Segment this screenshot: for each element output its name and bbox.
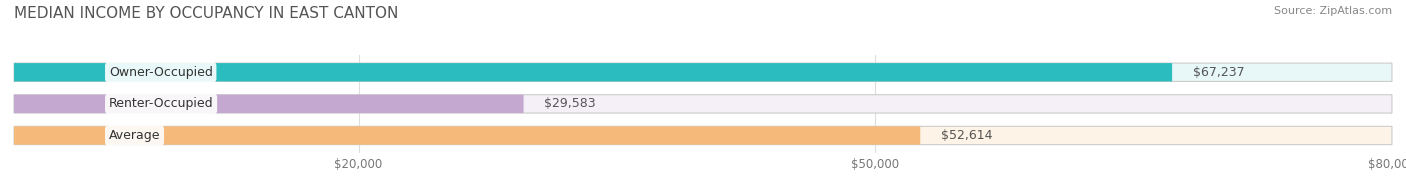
Text: Average: Average bbox=[108, 129, 160, 142]
FancyBboxPatch shape bbox=[14, 63, 1173, 81]
Text: MEDIAN INCOME BY OCCUPANCY IN EAST CANTON: MEDIAN INCOME BY OCCUPANCY IN EAST CANTO… bbox=[14, 6, 398, 21]
Text: $29,583: $29,583 bbox=[544, 97, 596, 110]
Text: Owner-Occupied: Owner-Occupied bbox=[108, 66, 212, 79]
Text: Source: ZipAtlas.com: Source: ZipAtlas.com bbox=[1274, 6, 1392, 16]
Text: $67,237: $67,237 bbox=[1192, 66, 1244, 79]
Text: Renter-Occupied: Renter-Occupied bbox=[108, 97, 214, 110]
FancyBboxPatch shape bbox=[14, 95, 1392, 113]
FancyBboxPatch shape bbox=[14, 126, 921, 145]
FancyBboxPatch shape bbox=[14, 95, 523, 113]
Text: $52,614: $52,614 bbox=[941, 129, 993, 142]
FancyBboxPatch shape bbox=[14, 63, 1392, 81]
FancyBboxPatch shape bbox=[14, 126, 1392, 145]
